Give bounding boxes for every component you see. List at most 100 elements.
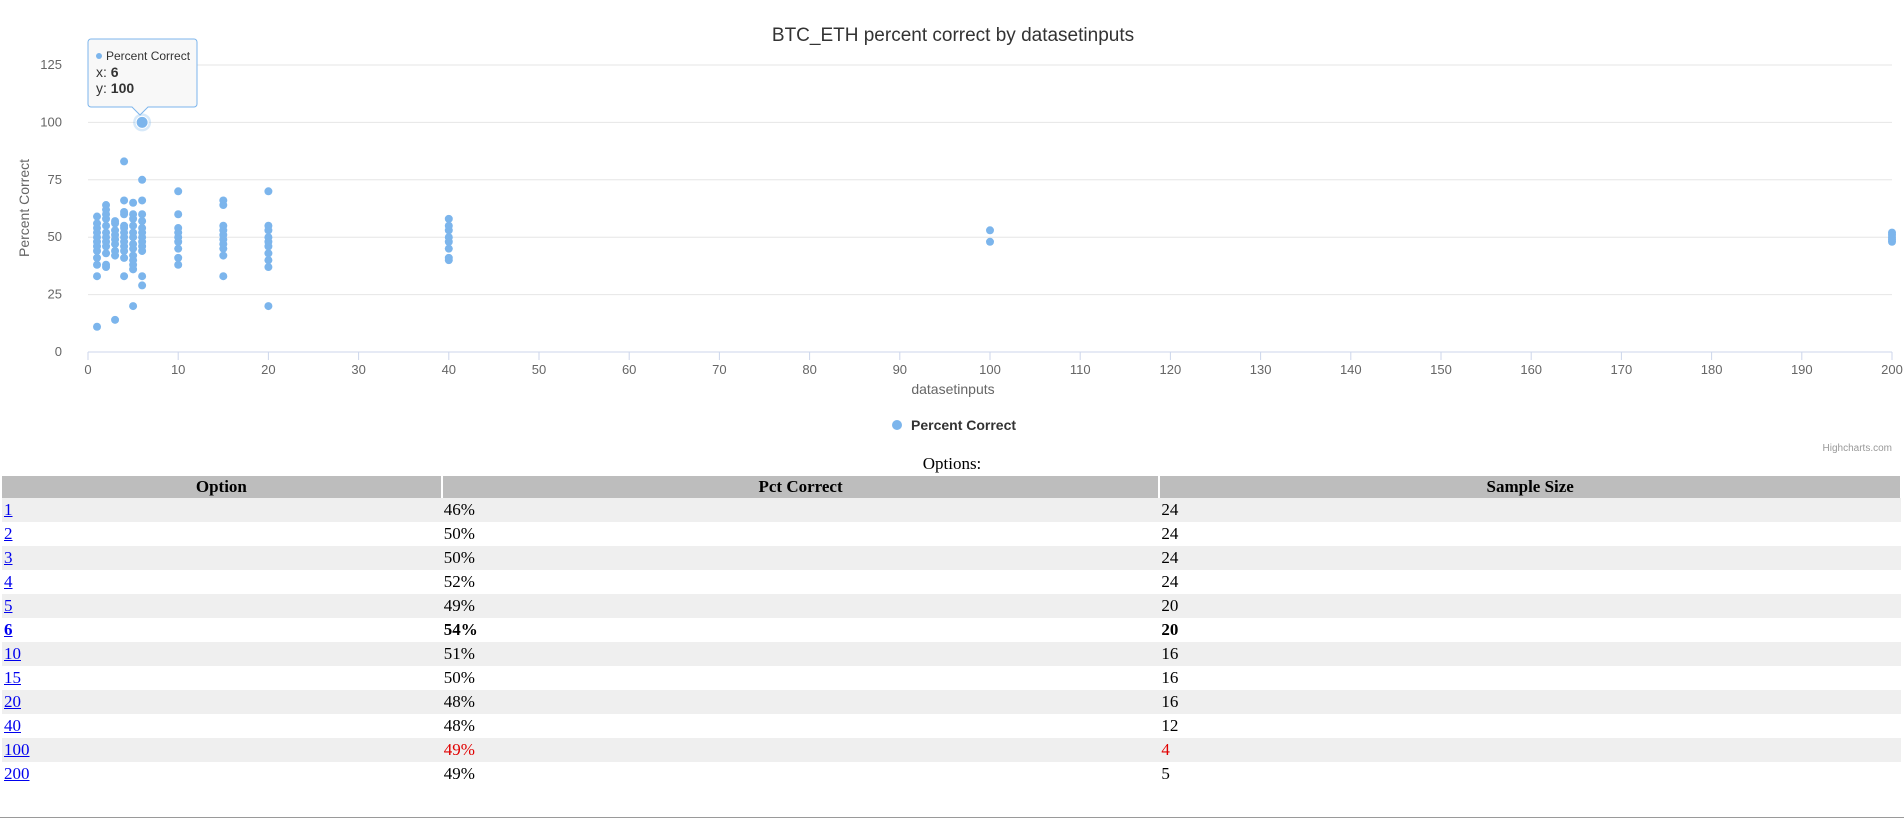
hovered-point	[133, 113, 152, 132]
option-cell: 200	[2, 762, 442, 786]
legend-label[interactable]: Percent Correct	[911, 417, 1016, 433]
option-link[interactable]: 2	[4, 524, 13, 543]
option-link[interactable]: 3	[4, 548, 13, 567]
option-link[interactable]: 100	[4, 740, 30, 759]
data-point[interactable]	[102, 249, 111, 258]
option-link[interactable]: 10	[4, 644, 21, 663]
data-point[interactable]	[219, 196, 228, 205]
data-point[interactable]	[129, 198, 138, 207]
option-cell: 5	[2, 594, 442, 618]
data-point[interactable]	[264, 256, 273, 265]
sample-size-cell: 24	[1159, 498, 1901, 522]
data-point[interactable]	[1888, 228, 1896, 237]
data-point[interactable]	[264, 187, 273, 196]
data-point[interactable]	[120, 207, 129, 216]
data-point[interactable]	[138, 217, 147, 226]
data-point[interactable]	[120, 157, 129, 166]
data-point[interactable]	[120, 196, 129, 205]
data-point[interactable]	[138, 196, 147, 205]
data-point[interactable]	[174, 244, 183, 253]
data-point[interactable]	[129, 251, 138, 260]
data-point[interactable]	[111, 226, 120, 235]
data-point[interactable]	[264, 249, 273, 258]
data-point[interactable]	[264, 233, 273, 242]
data-point[interactable]	[111, 217, 120, 226]
data-point[interactable]	[444, 233, 453, 242]
hovered-data-point[interactable]	[135, 115, 149, 129]
data-point[interactable]	[93, 322, 102, 331]
data-point[interactable]	[219, 221, 228, 230]
y-tick-label: 50	[48, 229, 62, 244]
option-cell: 20	[2, 690, 442, 714]
option-link[interactable]: 4	[4, 572, 13, 591]
table-row: 2 50% 24	[2, 522, 1901, 546]
legend-marker	[892, 420, 902, 430]
data-point[interactable]	[129, 228, 138, 237]
data-point[interactable]	[102, 228, 111, 237]
data-point[interactable]	[174, 224, 183, 233]
data-point[interactable]	[102, 221, 111, 230]
data-point[interactable]	[444, 221, 453, 230]
pct-correct-cell: 46%	[441, 498, 1160, 522]
data-point[interactable]	[138, 281, 147, 290]
data-point[interactable]	[129, 240, 138, 249]
option-link[interactable]: 200	[4, 764, 30, 783]
data-point[interactable]	[986, 226, 994, 235]
data-point[interactable]	[174, 253, 183, 262]
option-link[interactable]: 40	[4, 716, 21, 735]
data-point[interactable]	[219, 272, 228, 281]
data-point[interactable]	[129, 210, 138, 219]
horizontal-rule	[0, 817, 1904, 818]
data-point[interactable]	[174, 260, 183, 269]
chart-gridlines	[88, 64, 1892, 353]
tooltip-box	[87, 38, 198, 116]
option-link[interactable]: 15	[4, 668, 21, 687]
pct-correct-cell: 48%	[441, 690, 1160, 714]
data-point[interactable]	[264, 221, 273, 230]
data-point[interactable]	[129, 302, 138, 311]
data-point[interactable]	[111, 315, 120, 324]
data-point[interactable]	[264, 263, 273, 272]
x-tick-label: 170	[1611, 362, 1633, 377]
data-point[interactable]	[444, 214, 453, 223]
data-point[interactable]	[93, 219, 102, 228]
data-point[interactable]	[93, 212, 102, 221]
data-point[interactable]	[264, 302, 273, 311]
data-point[interactable]	[120, 253, 129, 262]
data-point[interactable]	[102, 260, 111, 269]
legend[interactable]: Percent Correct	[892, 417, 1016, 433]
option-link[interactable]: 6	[4, 620, 13, 639]
option-link[interactable]: 5	[4, 596, 13, 615]
data-point[interactable]	[129, 221, 138, 230]
data-point[interactable]	[174, 210, 183, 219]
x-axis-label: datasetinputs	[911, 381, 994, 397]
data-point[interactable]	[93, 260, 102, 269]
scatter-points	[93, 118, 1896, 331]
data-point[interactable]	[93, 272, 102, 281]
data-point[interactable]	[93, 253, 102, 262]
data-point[interactable]	[138, 224, 147, 233]
column-header-pct-correct: Pct Correct	[441, 476, 1161, 498]
credits-link[interactable]: Highcharts.com	[1823, 443, 1892, 454]
data-point[interactable]	[102, 201, 111, 210]
data-point[interactable]	[138, 175, 147, 184]
data-point[interactable]	[138, 272, 147, 281]
data-point[interactable]	[120, 221, 129, 230]
data-point[interactable]	[174, 187, 183, 196]
data-point[interactable]	[219, 251, 228, 260]
data-point[interactable]	[986, 237, 994, 246]
data-point[interactable]	[111, 246, 120, 255]
data-point[interactable]	[138, 210, 147, 219]
option-link[interactable]: 20	[4, 692, 21, 711]
option-link[interactable]: 1	[4, 500, 13, 519]
pct-correct-cell: 48%	[443, 716, 475, 735]
option-cell: 6	[2, 618, 442, 642]
x-tick-label: 90	[893, 362, 907, 377]
pct-correct-cell: 50%	[443, 524, 475, 543]
data-point[interactable]	[120, 272, 129, 281]
y-tick-label: 0	[55, 344, 62, 359]
data-point[interactable]	[444, 253, 453, 262]
data-point[interactable]	[444, 244, 453, 253]
x-tick-label: 200	[1881, 362, 1903, 377]
x-tick-label: 40	[442, 362, 456, 377]
